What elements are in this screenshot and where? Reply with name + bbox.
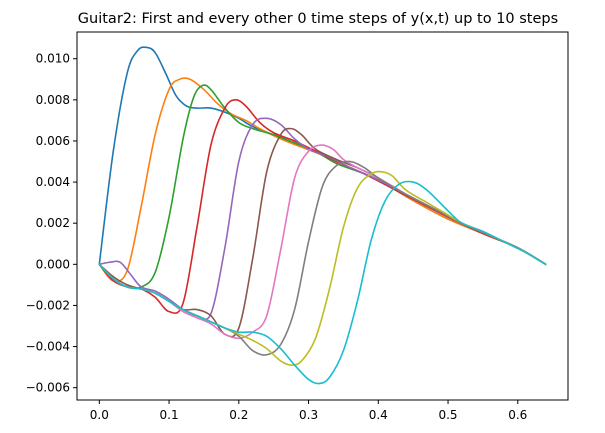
x-tick-label: 0.2 bbox=[229, 408, 248, 422]
x-tick-label: 0.3 bbox=[299, 408, 318, 422]
series-line-4 bbox=[98, 99, 547, 314]
plot-lines bbox=[98, 46, 547, 385]
y-tick-label: 0.002 bbox=[36, 216, 70, 230]
y-tick-label: 0.010 bbox=[36, 52, 70, 66]
y-tick-label: −0.006 bbox=[26, 381, 70, 395]
series-line-5 bbox=[98, 117, 547, 321]
y-tick-label: 0.006 bbox=[36, 134, 70, 148]
x-tick-label: 0.0 bbox=[90, 408, 109, 422]
y-tick-label: −0.002 bbox=[26, 298, 70, 312]
chart-title: Guitar2: First and every other 0 time st… bbox=[78, 11, 558, 27]
series-line-9 bbox=[98, 170, 547, 366]
y-tick-label: 0.008 bbox=[36, 93, 70, 107]
x-tick-label: 0.1 bbox=[160, 408, 179, 422]
y-axis: −0.006 −0.004 −0.002 0.000 0.002 0.004 0.006 0.… bbox=[26, 52, 77, 395]
series-line-10 bbox=[98, 180, 547, 385]
x-tick-label: 0.5 bbox=[438, 408, 457, 422]
series-line-8 bbox=[98, 160, 547, 356]
x-tick-label: 0.4 bbox=[369, 408, 388, 422]
y-tick-label: 0.004 bbox=[36, 175, 70, 189]
x-axis: 0.0 0.1 0.2 0.3 0.4 0.5 0.6 bbox=[90, 400, 527, 422]
axes-frame bbox=[76, 31, 569, 401]
y-tick-label: 0.000 bbox=[36, 257, 70, 271]
series-line-2 bbox=[98, 77, 547, 283]
x-tick-label: 0.6 bbox=[508, 408, 527, 422]
y-tick-label: −0.004 bbox=[26, 340, 70, 354]
